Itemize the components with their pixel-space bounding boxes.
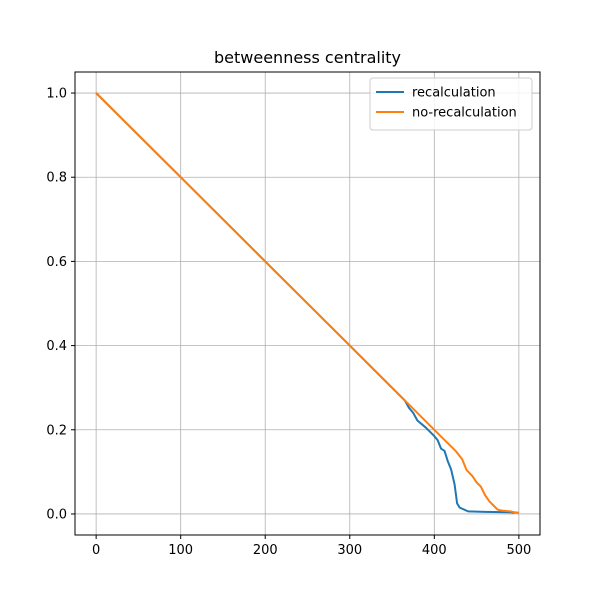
legend-box bbox=[369, 77, 533, 131]
axes-frame bbox=[74, 71, 541, 536]
y-tick-label: 0.0 bbox=[46, 507, 67, 522]
y-tick-label: 0.2 bbox=[46, 423, 67, 438]
x-tick-label: 300 bbox=[337, 543, 362, 558]
legend-label: recalculation bbox=[412, 86, 496, 101]
plot-series bbox=[95, 92, 519, 514]
y-tick-label: 0.8 bbox=[46, 171, 67, 186]
x-tick-label: 400 bbox=[422, 543, 447, 558]
x-tick-label: 0 bbox=[92, 543, 100, 558]
y-tick-label: 1.0 bbox=[46, 87, 67, 102]
legend: recalculation no-recalculation bbox=[369, 77, 533, 131]
y-tick-label: 0.4 bbox=[46, 339, 67, 354]
axis-ticks: 0 100 200 300 400 500 0.0 0.2 0.4 0.6 0.8 1.0 bbox=[46, 87, 531, 558]
y-tick-label: 0.6 bbox=[46, 255, 67, 270]
chart-title: betweenness centrality bbox=[214, 48, 401, 67]
x-tick-label: 500 bbox=[506, 543, 531, 558]
series-line-no-recalculation bbox=[95, 92, 519, 514]
grid bbox=[75, 72, 540, 535]
x-tick-label: 200 bbox=[253, 543, 278, 558]
x-tick-label: 100 bbox=[168, 543, 193, 558]
legend-label: no-recalculation bbox=[412, 106, 517, 121]
